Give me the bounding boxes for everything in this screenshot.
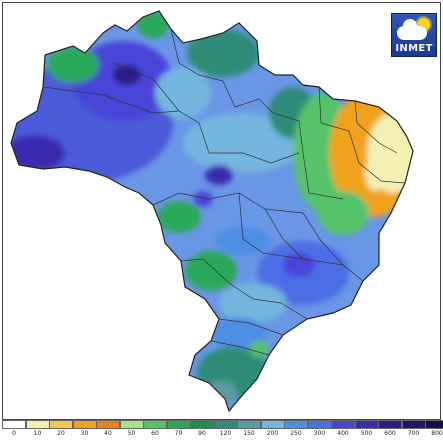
legend-label: 60 [151,430,159,437]
legend-label: 120 [219,430,232,437]
legend-label: 50 [127,430,136,437]
legend-swatch [213,420,238,429]
legend-swatch [49,420,73,429]
legend-swatch [425,420,443,429]
country-border [10,10,414,413]
legend-label: 40 [104,430,112,437]
legend-swatch [72,420,97,429]
legend-swatch [119,420,144,429]
legend-swatch [307,420,332,429]
legend-swatch [96,420,120,429]
legend-swatch [378,420,402,429]
precipitation-map [10,10,414,413]
logo-text: INMET [395,43,433,54]
map-frame: INMET [2,2,441,420]
legend-label: 90 [198,430,206,437]
legend-swatch [237,420,261,429]
legend-label: 700 [407,430,420,437]
precipitation-legend: 0 10 20 30 40 50 60 70 90 120 150 200 250 300 400 500 60… [2,420,443,440]
legend-swatch [190,420,214,429]
legend-label: 500 [360,430,373,437]
legend-swatch [143,420,167,429]
legend-label: 400 [337,430,349,437]
legend-label: 70 [174,430,183,437]
legend-label: 10 [33,430,42,437]
legend-label: 300 [313,430,326,437]
legend-swatch [260,420,285,429]
legend-label: 250 [290,430,302,437]
legend-swatch [401,420,426,429]
state-borders [42,28,406,356]
legend-swatch [354,420,379,429]
legend-label: 20 [57,430,65,437]
legend-swatch [25,420,50,429]
cloud-icon [397,19,427,40]
legend-label: 150 [243,430,255,437]
inmet-logo: INMET [391,13,437,57]
legend-swatch [166,420,191,429]
legend-swatch [331,420,355,429]
legend-label: 600 [384,430,396,437]
legend-label: 30 [80,430,89,437]
legend-swatch [2,420,26,429]
legend-label: 800 [431,430,443,437]
legend-label: 0 [12,430,16,437]
precipitation-field [11,11,413,411]
legend-swatch [284,420,308,429]
legend-label: 200 [266,430,279,437]
